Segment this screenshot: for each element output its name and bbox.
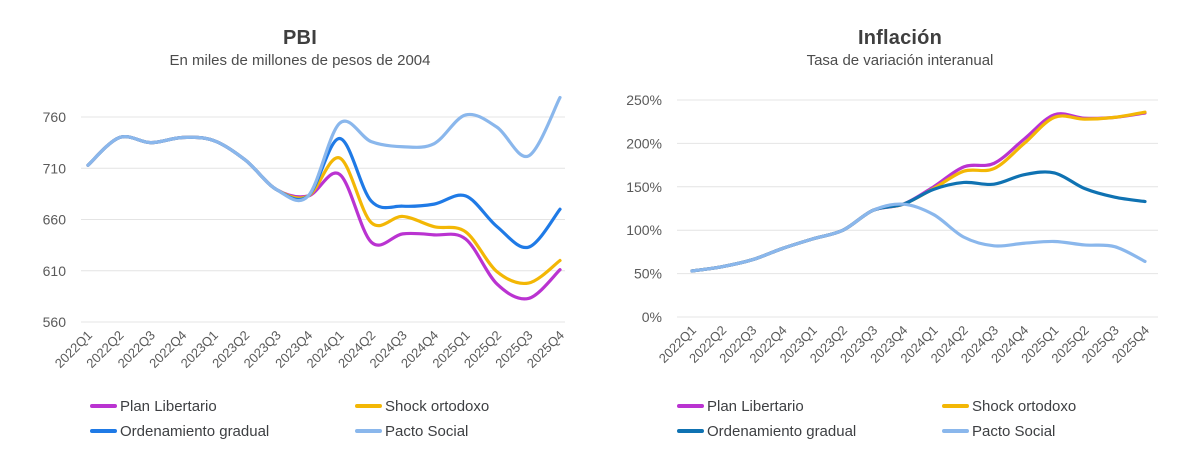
legend-label: Plan Libertario bbox=[707, 397, 804, 415]
legend-label: Shock ortodoxo bbox=[385, 397, 490, 415]
legend-item-pacto-social: Pacto Social bbox=[942, 421, 1076, 441]
y-tick-label: 660 bbox=[43, 212, 67, 228]
legend-swatch-pacto-social bbox=[355, 429, 382, 433]
y-tick-label: 710 bbox=[43, 160, 67, 176]
inflacion-title: Inflación bbox=[857, 27, 943, 49]
legend-swatch-shock-ortodoxo bbox=[942, 404, 969, 408]
y-tick-label: 560 bbox=[43, 314, 67, 330]
y-tick-label: 100% bbox=[626, 222, 662, 238]
legend-item-plan-libertario: Plan Libertario bbox=[90, 396, 355, 416]
y-tick-label: 760 bbox=[43, 109, 67, 125]
legend-swatch-pacto-social bbox=[942, 429, 969, 433]
legend-item-shock-ortodoxo: Shock ortodoxo bbox=[355, 396, 489, 416]
y-tick-label: 250% bbox=[626, 92, 662, 108]
legend-item-plan-libertario: Plan Libertario bbox=[677, 396, 942, 416]
chart-pbi: PBI En miles de millones de pesos de 200… bbox=[0, 26, 600, 441]
pbi-title: PBI bbox=[283, 27, 317, 49]
legend-swatch-ordenamiento-gradual bbox=[90, 429, 117, 433]
legend-item-ordenamiento-gradual: Ordenamiento gradual bbox=[677, 421, 942, 441]
inflacion-header: Inflación Tasa de variación interanual bbox=[600, 26, 1200, 72]
y-tick-label: 200% bbox=[626, 135, 662, 151]
legend-label: Ordenamiento gradual bbox=[707, 422, 857, 440]
pbi-legend: Plan Libertario Shock ortodoxo Ordenamient… bbox=[90, 396, 489, 441]
legend-item-pacto-social: Pacto Social bbox=[355, 421, 489, 441]
legend-label: Plan Libertario bbox=[120, 397, 217, 415]
y-tick-label: 150% bbox=[626, 179, 662, 195]
legend-swatch-plan-libertario bbox=[677, 404, 704, 408]
inflacion-subtitle: Tasa de variación interanual bbox=[806, 52, 994, 69]
pbi-plot: 5606106607107602022Q12022Q22022Q32022Q42… bbox=[43, 95, 567, 371]
inflacion-legend: Plan Libertario Shock ortodoxo Ordenamient… bbox=[677, 396, 1076, 441]
series-line-shock-ortodoxo bbox=[690, 110, 1147, 273]
legend-item-ordenamiento-gradual: Ordenamiento gradual bbox=[90, 421, 355, 441]
y-tick-label: 0% bbox=[642, 309, 662, 325]
legend-label: Pacto Social bbox=[972, 422, 1056, 440]
chart-inflacion: Inflación Tasa de variación interanual 0… bbox=[600, 0, 1200, 475]
y-tick-label: 50% bbox=[634, 266, 662, 282]
y-tick-label: 610 bbox=[43, 263, 67, 279]
legend-swatch-plan-libertario bbox=[90, 404, 117, 408]
series-line-pacto-social bbox=[690, 202, 1147, 273]
series-line-plan-libertario bbox=[690, 111, 1147, 273]
legend-swatch-shock-ortodoxo bbox=[355, 404, 382, 408]
legend-item-shock-ortodoxo: Shock ortodoxo bbox=[942, 396, 1076, 416]
pbi-subtitle: En miles de millones de pesos de 2004 bbox=[169, 52, 431, 69]
legend-label: Pacto Social bbox=[385, 422, 469, 440]
legend-label: Ordenamiento gradual bbox=[120, 422, 270, 440]
inflacion-plot: 0%50%100%150%200%250%2022Q12022Q22022Q32… bbox=[626, 92, 1158, 366]
pbi-header: PBI En miles de millones de pesos de 200… bbox=[0, 26, 600, 72]
legend-swatch-ordenamiento-gradual bbox=[677, 429, 704, 433]
series-line-pacto-social bbox=[86, 95, 562, 203]
series-line-ordenamiento-gradual bbox=[86, 135, 562, 250]
legend-label: Shock ortodoxo bbox=[972, 397, 1077, 415]
